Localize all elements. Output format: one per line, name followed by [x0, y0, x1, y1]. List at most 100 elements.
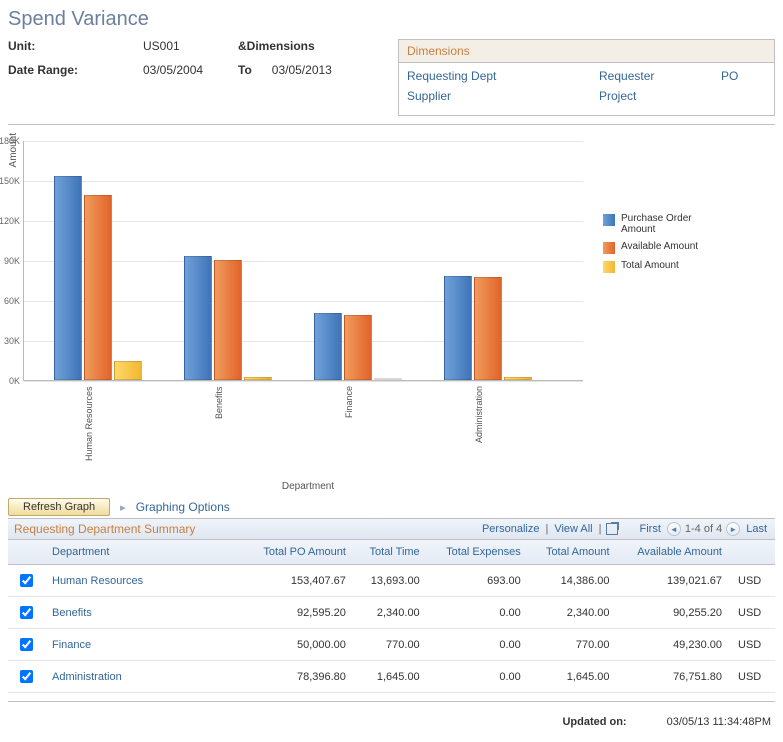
bar-group — [184, 141, 294, 380]
spend-chart: Amount 0K30K60K90K120K150K180KHuman Reso… — [8, 133, 775, 492]
page-title: Spend Variance — [8, 8, 775, 31]
col-time[interactable]: Total Time — [354, 540, 428, 565]
cell-amt: 1,645.00 — [529, 661, 618, 693]
cell-currency: USD — [730, 565, 775, 597]
col-amt[interactable]: Total Amount — [529, 540, 618, 565]
dim-supplier[interactable]: Supplier — [407, 89, 451, 103]
table-row: Benefits92,595.202,340.000.002,340.0090,… — [8, 597, 775, 629]
y-tick: 60K — [0, 296, 20, 306]
cell-amt: 14,386.00 — [529, 565, 618, 597]
dept-link[interactable]: Human Resources — [52, 575, 143, 587]
cell-time: 2,340.00 — [354, 597, 428, 629]
x-category: Administration — [474, 386, 584, 476]
dim-project[interactable]: Project — [599, 89, 636, 103]
popout-icon[interactable] — [606, 523, 618, 535]
chart-plot-area: 0K30K60K90K120K150K180KHuman ResourcesBe… — [23, 141, 583, 381]
cell-amt: 2,340.00 — [529, 597, 618, 629]
col-dept[interactable]: Department — [44, 540, 244, 565]
cell-po: 78,396.80 — [244, 661, 354, 693]
table-row: Finance50,000.00770.000.00770.0049,230.0… — [8, 629, 775, 661]
table-row: Administration78,396.801,645.000.001,645… — [8, 661, 775, 693]
summary-table: Department Total PO Amount Total Time To… — [8, 540, 775, 693]
x-category: Human Resources — [84, 386, 194, 476]
row-checkbox[interactable] — [20, 606, 33, 619]
last-link[interactable]: Last — [744, 523, 769, 535]
legend-total: Total Amount — [621, 260, 679, 271]
chart-y-label: Amount — [8, 133, 19, 247]
date-to: 03/05/2013 — [272, 63, 332, 77]
cell-exp: 0.00 — [428, 629, 529, 661]
dimensions-header: Dimensions — [399, 40, 774, 63]
table-row: Human Resources 153,407.6713,693.00693.00… — [8, 565, 775, 597]
dept-link[interactable]: Administration — [52, 671, 122, 683]
bar-po — [54, 176, 82, 380]
cell-exp: 693.00 — [428, 565, 529, 597]
updated-value: 03/05/13 11:34:48PM — [667, 716, 771, 728]
col-po[interactable]: Total PO Amount — [244, 540, 354, 565]
legend-swatch-avail — [603, 242, 615, 254]
cell-avail: 90,255.20 — [618, 597, 730, 629]
header-region: Unit: US001 &Dimensions Date Range: 03/0… — [8, 39, 775, 116]
cell-po: 50,000.00 — [244, 629, 354, 661]
dept-link[interactable]: Benefits — [52, 607, 92, 619]
cell-currency: USD — [730, 661, 775, 693]
y-tick: 120K — [0, 216, 20, 226]
next-button[interactable]: ► — [726, 522, 740, 536]
personalize-link[interactable]: Personalize — [480, 523, 541, 535]
bar-group — [54, 141, 164, 380]
refresh-graph-button[interactable]: Refresh Graph — [8, 498, 110, 516]
cell-currency: USD — [730, 597, 775, 629]
bar-group — [444, 141, 554, 380]
chart-x-label: Department — [28, 481, 588, 492]
bar-total — [114, 361, 142, 380]
cell-avail: 76,751.80 — [618, 661, 730, 693]
summary-table-region: Requesting Department Summary Personaliz… — [8, 518, 775, 693]
date-from: 03/05/2004 — [143, 63, 238, 77]
bar-avail — [344, 315, 372, 380]
bar-po — [314, 313, 342, 380]
dimensions-link[interactable]: &Dimensions — [238, 39, 315, 53]
view-all-link[interactable]: View All — [552, 523, 594, 535]
legend-swatch-po — [603, 214, 615, 226]
dim-requester[interactable]: Requester — [599, 69, 654, 83]
x-category: Finance — [344, 386, 454, 476]
y-tick: 150K — [0, 176, 20, 186]
divider-bottom — [8, 701, 775, 702]
cell-time: 770.00 — [354, 629, 428, 661]
col-avail[interactable]: Available Amount — [618, 540, 730, 565]
legend-avail: Available Amount — [621, 241, 698, 252]
legend-po: Purchase Order Amount — [621, 213, 701, 235]
bar-po — [444, 276, 472, 380]
first-link[interactable]: First — [638, 523, 663, 535]
to-label: To — [238, 63, 252, 77]
legend-swatch-total — [603, 261, 615, 273]
meta-block: Unit: US001 &Dimensions Date Range: 03/0… — [8, 39, 378, 116]
dim-requesting-dept[interactable]: Requesting Dept — [407, 69, 496, 83]
bar-total — [244, 377, 272, 380]
cell-time: 1,645.00 — [354, 661, 428, 693]
cell-time: 13,693.00 — [354, 565, 428, 597]
cell-avail: 139,021.67 — [618, 565, 730, 597]
dim-po[interactable]: PO — [721, 69, 738, 83]
row-checkbox[interactable] — [20, 638, 33, 651]
graphing-options-link[interactable]: Graphing Options — [136, 500, 230, 514]
y-tick: 30K — [0, 336, 20, 346]
footer: Updated on: 03/05/13 11:34:48PM — [8, 710, 775, 734]
row-checkbox[interactable] — [20, 670, 33, 683]
bar-avail — [474, 277, 502, 380]
cell-amt: 770.00 — [529, 629, 618, 661]
row-checkbox[interactable] — [20, 574, 33, 587]
y-tick: 90K — [0, 256, 20, 266]
col-exp[interactable]: Total Expenses — [428, 540, 529, 565]
x-category: Benefits — [214, 386, 324, 476]
dimensions-panel: Dimensions Requesting Dept Requester PO … — [398, 39, 775, 116]
chart-controls: Refresh Graph ▸ Graphing Options — [8, 498, 775, 516]
cell-exp: 0.00 — [428, 661, 529, 693]
bar-group — [314, 141, 424, 380]
y-tick: 180K — [0, 136, 20, 146]
dept-link[interactable]: Finance — [52, 639, 91, 651]
cell-po: 153,407.67 — [244, 565, 354, 597]
prev-button[interactable]: ◄ — [667, 522, 681, 536]
bar-avail — [84, 195, 112, 380]
expand-icon[interactable]: ▸ — [120, 501, 126, 514]
